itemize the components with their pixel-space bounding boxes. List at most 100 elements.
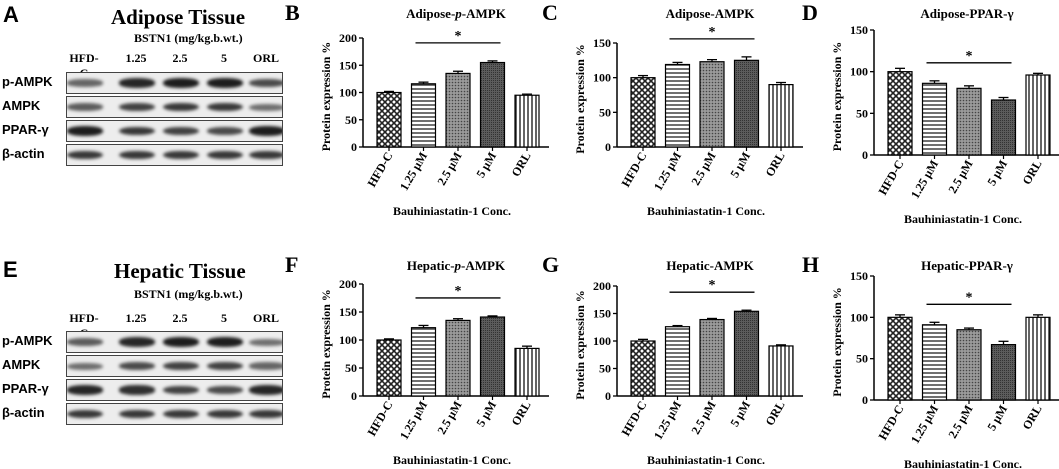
blot-band	[163, 409, 199, 419]
blot-band	[119, 78, 155, 88]
chart-adipose-p-ampk: B Adipose-p-AMPK 0 50 100 150 200 Protein expre…	[285, 0, 549, 218]
x-tick-label: 5 μM	[473, 399, 499, 430]
blot-band	[67, 385, 103, 395]
bar-3	[445, 72, 471, 148]
x-tick-label: 5 μM	[984, 403, 1010, 434]
y-tick-label: 100	[593, 71, 611, 85]
chart-title-part: -AMPK	[462, 6, 507, 21]
significance-marker: *	[709, 278, 716, 293]
blot-band	[207, 150, 243, 160]
bar-5	[768, 83, 794, 148]
y-tick-label: 150	[850, 23, 868, 37]
chart-adipose-ppar-gamma: D Adipose-PPAR-γ 0 50 100 150 Protein expressi…	[802, 0, 1059, 226]
lane-label: 5	[221, 311, 227, 325]
x-tick-label: 1.25 μM	[651, 150, 684, 193]
blot-band	[207, 126, 243, 136]
bar-5	[1025, 74, 1051, 156]
protein-row-label: β-actin	[2, 146, 45, 161]
panel-letter: B	[285, 0, 300, 25]
panel-letter: H	[802, 252, 819, 277]
bar-5	[768, 345, 794, 397]
chart-title: Adipose-p-AMPK	[406, 6, 507, 21]
blot-band	[207, 337, 243, 347]
y-axis-label: Protein expression %	[830, 287, 844, 397]
y-axis-label: Protein expression %	[830, 42, 844, 152]
x-axis-label: Bauhiniastatin-1 Conc.	[904, 212, 1022, 226]
x-tick-label: 5 μM	[727, 399, 753, 430]
x-tick-label: HFD-C	[618, 399, 649, 439]
blot-strip	[66, 96, 283, 118]
bar-1	[630, 340, 656, 397]
lane-label: 1.25	[125, 51, 147, 65]
blot-band	[207, 409, 243, 419]
chart-hepatic-ampk: G Hepatic-AMPK 0 50 100 150 200 Protein express…	[542, 252, 803, 467]
blot-band	[119, 126, 155, 136]
chart-title-part: Hepatic-AMPK	[666, 258, 754, 273]
chart-title: Hepatic-PPAR-γ	[921, 258, 1013, 273]
x-tick-label: ORL	[762, 399, 787, 429]
blot-band	[119, 409, 155, 419]
blot-band	[207, 102, 243, 112]
x-axis-label: Bauhiniastatin-1 Conc.	[647, 204, 765, 218]
bar-5	[514, 347, 540, 397]
blot-band	[207, 78, 243, 88]
dose-label: BSTN1 (mg/kg.b.wt.)	[134, 287, 243, 301]
y-tick-label: 200	[593, 279, 611, 293]
y-tick-label: 50	[345, 361, 357, 375]
chart-title: Hepatic-AMPK	[666, 258, 754, 273]
bar-4	[990, 99, 1017, 156]
bar-2	[664, 63, 691, 148]
blot-band	[67, 150, 103, 160]
blot-band	[207, 385, 243, 395]
blot-band	[119, 361, 155, 371]
bar-3	[956, 87, 982, 156]
blot-band	[249, 362, 282, 370]
chart-title: Hepatic-p-AMPK	[407, 258, 506, 273]
protein-row-label: PPAR-γ	[2, 381, 49, 396]
blot-band	[67, 409, 103, 419]
y-tick-label: 50	[599, 362, 611, 376]
blot-band	[67, 126, 103, 136]
x-tick-label: ORL	[762, 150, 787, 180]
blot-band	[249, 150, 282, 160]
blot-band	[163, 102, 199, 112]
blot-band	[67, 362, 103, 370]
x-tick-label: 2.5 μM	[434, 150, 464, 188]
chart-title-part: Adipose-	[406, 6, 455, 21]
blot-band	[67, 338, 103, 346]
bar-3	[699, 318, 725, 397]
lane-label: 2.5	[172, 51, 188, 65]
x-tick-label: HFD-C	[364, 399, 395, 439]
chart-hepatic-p-ampk: F Hepatic-p-AMPK 0 50 100 150 200 Protein expre…	[285, 252, 549, 467]
blot-band	[163, 126, 199, 136]
panel-letter: D	[802, 0, 818, 25]
significance-marker: *	[966, 290, 973, 305]
protein-row-label: PPAR-γ	[2, 122, 49, 137]
y-tick-label: 0	[862, 393, 868, 407]
blot-band	[119, 102, 155, 112]
bar-4	[733, 310, 760, 397]
chart-title-part: Hepatic-	[407, 258, 455, 273]
x-tick-label: HFD-C	[618, 150, 649, 190]
blot-band	[119, 337, 155, 347]
chart-title-part: Adipose-AMPK	[666, 6, 756, 21]
dose-label: BSTN1 (mg/kg.b.wt.)	[134, 31, 243, 45]
blot-band	[249, 126, 282, 136]
y-tick-label: 0	[605, 140, 611, 154]
blot-band	[67, 79, 103, 87]
y-tick-label: 150	[850, 269, 868, 283]
blot-strip	[66, 120, 283, 142]
blot-strip	[66, 144, 283, 166]
bar-2	[664, 326, 691, 397]
bar-1	[376, 339, 402, 397]
chart-title-part: -AMPK	[461, 258, 506, 273]
x-tick-label: 5 μM	[473, 150, 499, 181]
bar-2	[410, 327, 437, 397]
bar-2	[410, 83, 437, 148]
y-tick-label: 200	[339, 31, 357, 45]
chart-hepatic-ppar-gamma: H Hepatic-PPAR-γ 0 50 100 150 Protein expressi…	[802, 252, 1059, 469]
blot-band	[67, 103, 103, 111]
bar-4	[990, 344, 1017, 401]
lane-label: 5	[221, 51, 227, 65]
blot-strip	[66, 403, 283, 425]
